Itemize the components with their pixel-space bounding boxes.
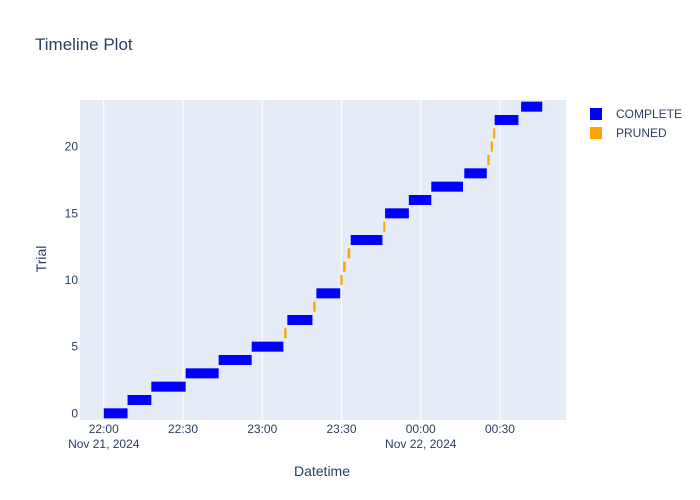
legend[interactable]: COMPLETE PRUNED <box>590 107 682 140</box>
bar-complete-trial-18[interactable] <box>464 168 487 179</box>
bar-complete-trial-17[interactable] <box>431 181 463 192</box>
bar-pruned-trial-10[interactable] <box>340 275 343 285</box>
y-axis-title: Trial <box>33 246 49 273</box>
bar-complete-trial-13[interactable] <box>350 235 383 245</box>
y-tick-label: 0 <box>71 406 78 420</box>
x-tick-date-label: Nov 22, 2024 <box>385 437 457 451</box>
bar-complete-trial-22[interactable] <box>494 115 519 125</box>
legend-item-complete[interactable]: COMPLETE <box>590 107 682 121</box>
y-tick-label: 10 <box>65 273 79 287</box>
bar-complete-trial-1[interactable] <box>127 395 152 405</box>
bar-complete-trial-3[interactable] <box>185 368 219 379</box>
legend-label: PRUNED <box>616 126 667 140</box>
bar-complete-trial-16[interactable] <box>408 195 432 205</box>
bar-complete-trial-2[interactable] <box>151 381 186 392</box>
bar-pruned-trial-19[interactable] <box>487 155 490 165</box>
legend-item-pruned[interactable]: PRUNED <box>590 126 667 140</box>
bar-pruned-trial-14[interactable] <box>383 221 386 232</box>
bar-complete-trial-5[interactable] <box>251 341 284 352</box>
bar-complete-trial-4[interactable] <box>218 355 252 365</box>
x-tick-label: 00:30 <box>485 422 515 436</box>
bar-pruned-trial-20[interactable] <box>490 141 493 152</box>
x-tick-label: 22:30 <box>168 422 198 436</box>
y-tick-label: 15 <box>65 206 79 220</box>
gridlines <box>103 100 501 420</box>
bar-complete-trial-23[interactable] <box>521 101 543 112</box>
legend-label: COMPLETE <box>616 107 682 121</box>
x-tick-label: 00:00 <box>406 422 436 436</box>
x-tick-label: 22:00 <box>89 422 119 436</box>
bar-complete-trial-9[interactable] <box>316 288 341 299</box>
y-tick-label: 5 <box>71 340 78 354</box>
x-tick-date-label: Nov 21, 2024 <box>68 437 140 451</box>
x-tick-label: 23:30 <box>326 422 356 436</box>
plot-area <box>80 100 566 420</box>
bar-complete-trial-0[interactable] <box>103 408 128 419</box>
bar-pruned-trial-8[interactable] <box>313 301 316 312</box>
bar-pruned-trial-21[interactable] <box>493 128 496 139</box>
x-tick-label: 23:00 <box>247 422 277 436</box>
y-axis-ticks: 0 5 10 15 20 <box>65 140 79 421</box>
bars <box>103 101 543 419</box>
bar-complete-trial-15[interactable] <box>385 208 409 219</box>
bar-pruned-trial-11[interactable] <box>343 261 346 272</box>
bar-pruned-trial-6[interactable] <box>284 328 287 339</box>
bar-pruned-trial-12[interactable] <box>347 248 351 259</box>
y-tick-label: 20 <box>65 140 79 154</box>
x-axis-title: Datetime <box>294 463 350 479</box>
bar-complete-trial-7[interactable] <box>287 315 313 325</box>
legend-swatch <box>590 127 602 139</box>
legend-swatch <box>590 108 602 120</box>
chart-title: Timeline Plot <box>35 35 133 54</box>
